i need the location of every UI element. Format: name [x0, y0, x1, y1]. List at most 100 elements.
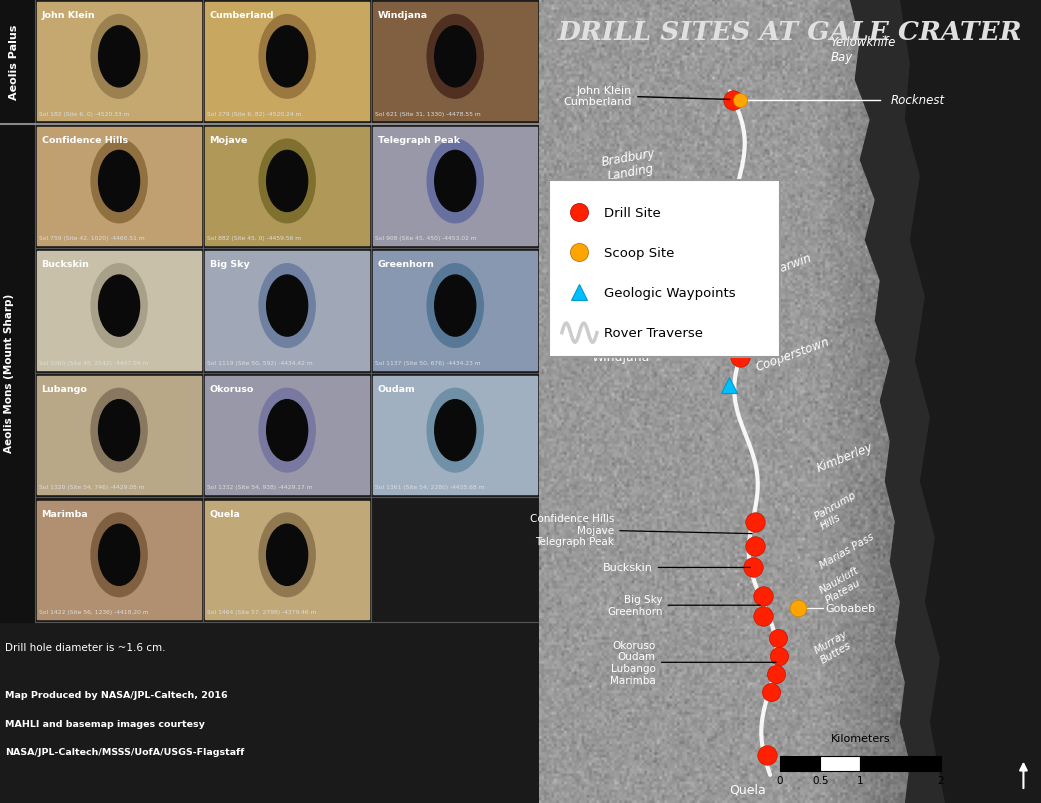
Circle shape [99, 400, 139, 461]
Circle shape [435, 151, 476, 212]
Circle shape [91, 513, 147, 597]
Text: Sol 1119 (Site 50, 592) -4434.42 m: Sol 1119 (Site 50, 592) -4434.42 m [207, 361, 313, 365]
Polygon shape [850, 0, 1041, 803]
Text: Naukluft
Plateau: Naukluft Plateau [818, 565, 866, 605]
Bar [374, 128, 537, 246]
Text: Pahrump
Hills: Pahrump Hills [813, 489, 864, 531]
Bar [205, 252, 369, 370]
Bar [550, 181, 780, 357]
Text: Bradbury
Landing: Bradbury Landing [601, 146, 659, 183]
Text: Cooperstown: Cooperstown [755, 335, 832, 373]
Bar [0, 0, 35, 124]
Bar [374, 377, 537, 495]
Text: Drill hole diameter is ~1.6 cm.: Drill hole diameter is ~1.6 cm. [5, 642, 166, 652]
Bar [374, 3, 537, 121]
Circle shape [99, 151, 139, 212]
Text: Sol 1464 (Site 57, 2798) -4379.46 m: Sol 1464 (Site 57, 2798) -4379.46 m [207, 609, 316, 614]
Text: 2: 2 [937, 775, 944, 785]
Bar [205, 128, 369, 246]
Text: Scoop Site: Scoop Site [605, 247, 675, 259]
Bar [205, 377, 369, 495]
Text: 0: 0 [777, 775, 783, 785]
Text: Murray
Buttes: Murray Buttes [813, 628, 856, 665]
Circle shape [259, 389, 315, 472]
Circle shape [266, 524, 308, 585]
Text: 1: 1 [857, 775, 864, 785]
Text: Quela: Quela [209, 509, 240, 518]
Circle shape [91, 15, 147, 99]
Text: Aeolis Palus: Aeolis Palus [9, 25, 19, 100]
Polygon shape [900, 0, 1041, 803]
Circle shape [427, 140, 483, 223]
Bar [374, 252, 537, 370]
Text: Quela: Quela [729, 783, 766, 796]
Bar [37, 128, 201, 246]
Text: Map Produced by NASA/JPL-Caltech, 2016: Map Produced by NASA/JPL-Caltech, 2016 [5, 691, 228, 699]
Circle shape [99, 275, 139, 336]
Circle shape [259, 264, 315, 348]
Bar [37, 252, 201, 370]
Bar [860, 756, 941, 771]
Text: Geologic Waypoints: Geologic Waypoints [605, 287, 736, 300]
Circle shape [427, 264, 483, 348]
Text: Aeolis Mons (Mount Sharp): Aeolis Mons (Mount Sharp) [4, 294, 14, 453]
Circle shape [91, 264, 147, 348]
Bar [820, 756, 860, 771]
Text: Marimba: Marimba [42, 509, 88, 518]
Circle shape [91, 140, 147, 223]
Text: Big Sky
Greenhorn: Big Sky Greenhorn [607, 595, 760, 616]
Bar [37, 501, 201, 619]
Bar [0, 124, 35, 622]
Text: Greenhorn: Greenhorn [378, 260, 434, 269]
Text: Darwin: Darwin [770, 251, 814, 277]
Circle shape [427, 15, 483, 99]
Circle shape [427, 389, 483, 472]
Text: Sol 882 (Site 45, 0) -4459.56 m: Sol 882 (Site 45, 0) -4459.56 m [207, 236, 302, 241]
Text: Sol 1361 (Site 54, 2280) -4435.68 m: Sol 1361 (Site 54, 2280) -4435.68 m [376, 485, 485, 490]
Circle shape [266, 151, 308, 212]
Text: Sol 1320 (Site 54, 746) -4429.05 m: Sol 1320 (Site 54, 746) -4429.05 m [40, 485, 145, 490]
Text: 0.5: 0.5 [812, 775, 829, 785]
Text: Sol 279 (Site 6, 82) -4520.24 m: Sol 279 (Site 6, 82) -4520.24 m [207, 112, 302, 116]
Text: DRILL SITES AT GALE CRATER: DRILL SITES AT GALE CRATER [558, 20, 1022, 45]
Text: Oudam: Oudam [378, 385, 415, 393]
Text: Cumberland: Cumberland [209, 11, 274, 20]
Text: Sol 1060 (Site 48, 2542) -4447.04 m: Sol 1060 (Site 48, 2542) -4447.04 m [40, 361, 149, 365]
Text: Okoruso: Okoruso [209, 385, 254, 393]
Text: Sol 1137 (Site 50, 676) -4434.23 m: Sol 1137 (Site 50, 676) -4434.23 m [376, 361, 481, 365]
Text: Sol 1422 (Site 56, 1236) -4418.20 m: Sol 1422 (Site 56, 1236) -4418.20 m [40, 609, 149, 614]
Circle shape [259, 15, 315, 99]
Text: Windjana: Windjana [591, 351, 738, 364]
Text: Lubango: Lubango [42, 385, 87, 393]
Circle shape [435, 26, 476, 88]
Text: Sol 908 (Site 45, 450) -4453.02 m: Sol 908 (Site 45, 450) -4453.02 m [376, 236, 477, 241]
Text: MAHLI and basemap images courtesy: MAHLI and basemap images courtesy [5, 719, 205, 728]
Circle shape [266, 275, 308, 336]
Text: Windjana: Windjana [378, 11, 428, 20]
Text: Gobabeb: Gobabeb [826, 603, 875, 613]
Text: Kilometers: Kilometers [831, 733, 890, 743]
Circle shape [435, 275, 476, 336]
Text: Sol 1332 (Site 54, 938) -4429.17 m: Sol 1332 (Site 54, 938) -4429.17 m [207, 485, 313, 490]
Bar [37, 3, 201, 121]
Text: Drill Site: Drill Site [605, 206, 661, 219]
Bar [205, 3, 369, 121]
Text: Confidence Hills
Mojave
Telegraph Peak: Confidence Hills Mojave Telegraph Peak [530, 513, 752, 547]
Text: Sol 621 (Site 31, 1330) -4478.55 m: Sol 621 (Site 31, 1330) -4478.55 m [376, 112, 481, 116]
Text: John Klein
Cumberland: John Klein Cumberland [563, 86, 730, 107]
Text: Rover Traverse: Rover Traverse [605, 327, 704, 340]
Circle shape [259, 513, 315, 597]
Text: Buckskin: Buckskin [603, 563, 751, 573]
Text: Marias Pass: Marias Pass [818, 531, 875, 569]
Text: Mojave: Mojave [209, 136, 248, 145]
Text: Confidence Hills: Confidence Hills [42, 136, 128, 145]
Text: Okoruso
Oudam
Lubango
Marimba: Okoruso Oudam Lubango Marimba [610, 640, 776, 685]
Text: Buckskin: Buckskin [42, 260, 90, 269]
Text: Big Sky: Big Sky [209, 260, 250, 269]
Text: NASA/JPL-Caltech/MSSS/UofA/USGS-Flagstaff: NASA/JPL-Caltech/MSSS/UofA/USGS-Flagstaf… [5, 747, 245, 756]
Text: John Klein: John Klein [42, 11, 95, 20]
Circle shape [259, 140, 315, 223]
Bar [780, 756, 820, 771]
Circle shape [266, 26, 308, 88]
Text: Rocknest: Rocknest [890, 94, 944, 107]
